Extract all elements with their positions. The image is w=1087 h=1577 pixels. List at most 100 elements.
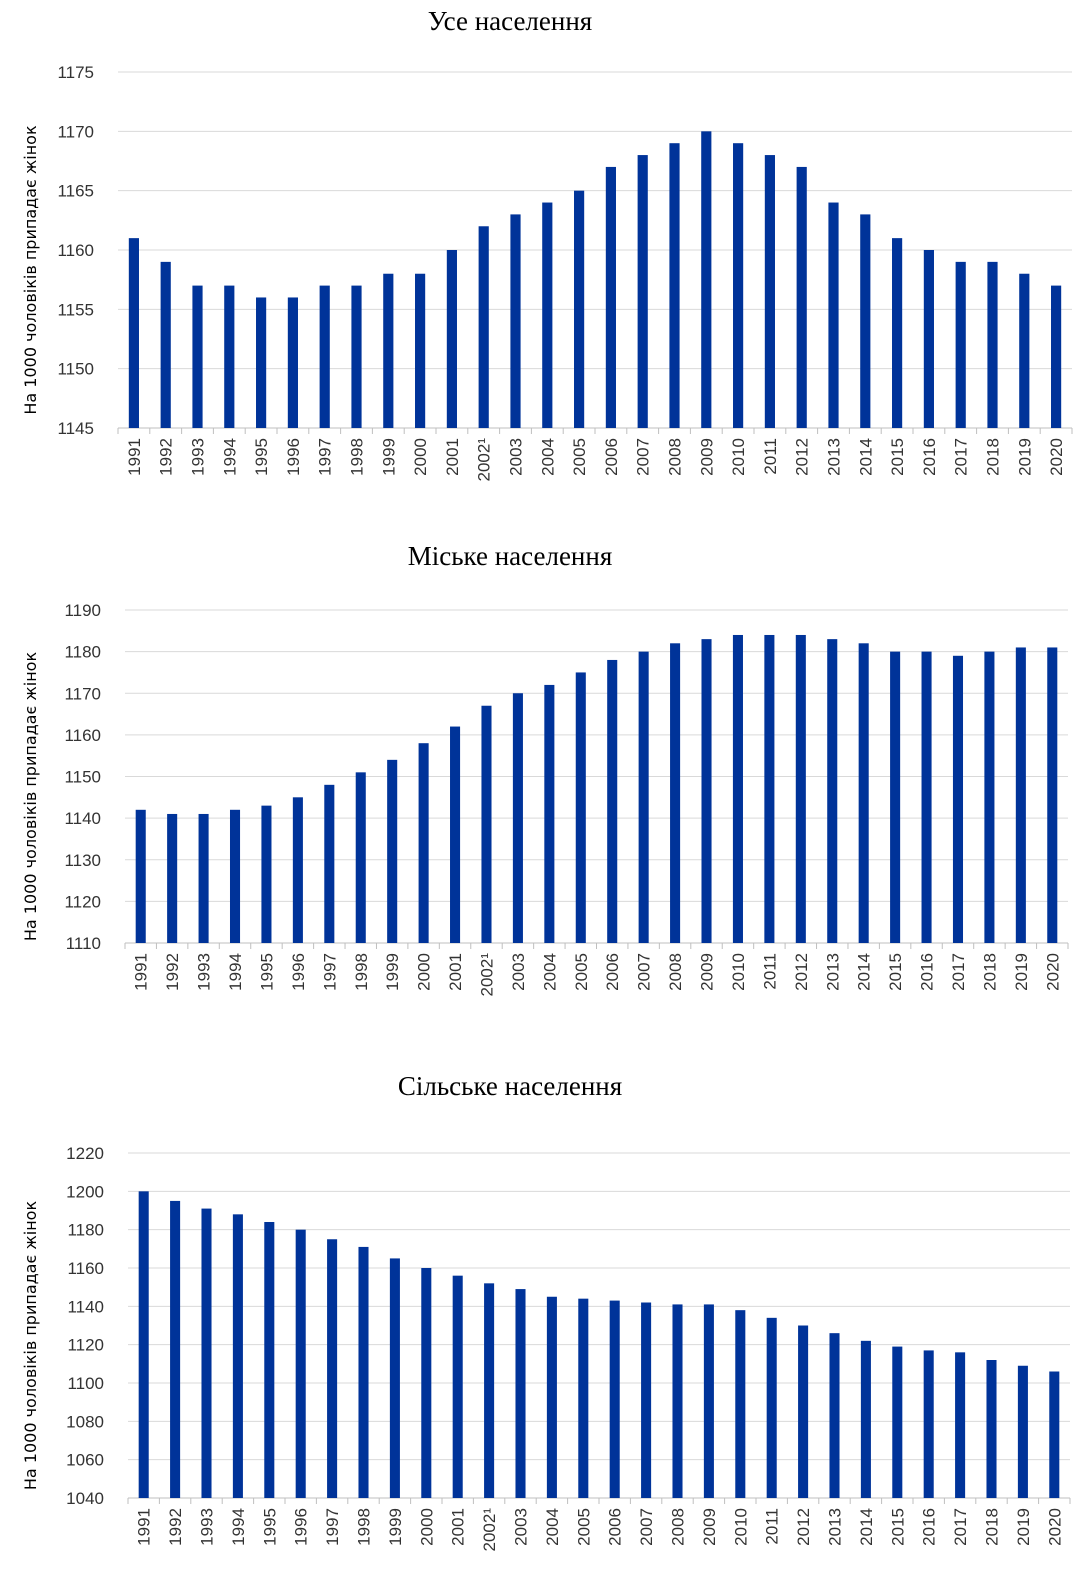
- bar: [544, 684, 555, 943]
- bar: [638, 651, 649, 943]
- bar: [766, 1317, 777, 1498]
- x-tick-label: 2001: [449, 1508, 468, 1546]
- bar: [160, 261, 171, 428]
- y-tick-label: 1220: [66, 1144, 104, 1163]
- x-tick-label: 1997: [320, 953, 339, 991]
- x-tick-label: 1999: [379, 438, 398, 476]
- x-tick-label: 2003: [509, 953, 528, 991]
- x-tick-label: 2013: [826, 1508, 845, 1546]
- bar: [383, 273, 394, 428]
- x-tick-label: 1995: [252, 438, 271, 476]
- bar: [138, 1191, 149, 1498]
- y-tick-label: 1150: [64, 768, 101, 787]
- bar: [703, 1304, 714, 1498]
- chart-title: Міське населення: [407, 541, 613, 571]
- x-tick-label: 1998: [352, 953, 371, 991]
- y-tick-label: 1200: [66, 1182, 104, 1201]
- x-tick-label: 2010: [729, 438, 748, 476]
- bar: [764, 155, 775, 429]
- bar: [355, 772, 366, 943]
- y-tick-label: 1180: [64, 643, 101, 662]
- bar: [607, 659, 618, 943]
- x-tick-label: 2006: [603, 953, 622, 991]
- bar: [732, 634, 743, 943]
- x-tick-label: 1991: [135, 1508, 154, 1546]
- x-tick-label: 2011: [760, 953, 779, 990]
- chart-title: Усе населення: [427, 6, 593, 36]
- x-tick-label: 2020: [1043, 953, 1062, 991]
- x-tick-label: 2018: [984, 438, 1003, 476]
- bar: [256, 297, 267, 428]
- bar: [1047, 647, 1058, 943]
- chart-total-population: Усе населення 1145 1150 1155 1160 1165 1170 11…: [0, 0, 1087, 510]
- x-tick-label: 2003: [512, 1508, 531, 1546]
- bar: [421, 1268, 432, 1498]
- bar: [358, 1246, 369, 1498]
- y-tick-label: 1080: [66, 1412, 104, 1431]
- x-tick-label: 2007: [635, 953, 654, 991]
- x-tick-label: 2018: [980, 953, 999, 991]
- x-tick-label: 1994: [226, 953, 245, 991]
- bar: [575, 672, 586, 943]
- x-tick-label: 1999: [383, 953, 402, 991]
- x-tick-label: 2020: [1045, 1508, 1064, 1546]
- chart-svg: 1040 1060 1080 1100 1120 1140 1160 1180 1200 1220…: [21, 1144, 1071, 1551]
- y-tick-label: 1040: [66, 1489, 104, 1508]
- bar: [542, 202, 553, 428]
- x-tick-label: 2010: [731, 1508, 750, 1546]
- bar: [605, 166, 616, 428]
- x-tick-label: 2016: [920, 438, 939, 476]
- x-tick-label: 1994: [229, 1508, 248, 1546]
- x-tick-label: 2001: [443, 438, 462, 476]
- bar: [287, 297, 298, 428]
- x-tick-label: 2010: [729, 953, 748, 991]
- x-tick-label: 2005: [570, 438, 589, 476]
- x-tick-label: 2019: [1012, 953, 1031, 991]
- x-tick-label: 2012: [793, 438, 812, 476]
- x-tick-label: 2007: [634, 438, 653, 476]
- x-tick-label: 2004: [538, 438, 557, 476]
- bar: [829, 1333, 840, 1498]
- x-tick-label: 2017: [949, 953, 968, 991]
- y-tick-label: 1190: [64, 601, 101, 620]
- y-tick-label: 1160: [57, 241, 94, 260]
- y-axis-label: На 1000 чоловіків припадає жінок: [21, 125, 40, 415]
- x-tick-label: 2006: [606, 1508, 625, 1546]
- x-tick-label: 1993: [198, 1508, 217, 1546]
- bar: [128, 238, 139, 428]
- bar: [292, 797, 303, 943]
- x-tick-label: 2014: [857, 1508, 876, 1546]
- x-tick-label: 1996: [284, 438, 303, 476]
- bar: [478, 226, 489, 428]
- bar: [1017, 1365, 1028, 1498]
- bar: [1049, 1371, 1060, 1498]
- x-tick-label: 2000: [417, 1508, 436, 1546]
- bar: [324, 784, 335, 943]
- x-tick-label: 2015: [888, 438, 907, 476]
- bar: [637, 155, 648, 429]
- bar: [351, 285, 362, 428]
- x-tick-label: 2001: [446, 953, 465, 991]
- bar: [484, 1283, 495, 1498]
- x-tick-label: 2000: [415, 953, 434, 991]
- x-tick-label: 1993: [189, 438, 208, 476]
- x-tick-label: 2003: [507, 438, 526, 476]
- x-tick-label: 2017: [952, 438, 971, 476]
- bar: [987, 261, 998, 428]
- x-tick-label: 1998: [348, 438, 367, 476]
- x-tick-label: 1992: [163, 953, 182, 991]
- chart-svg: 1110 1120 1130 1140 1150 1160 1170 1180 1190 1991…: [21, 601, 1069, 997]
- x-tick-label: 2002¹: [477, 953, 496, 997]
- y-tick-label: 1140: [64, 809, 101, 828]
- bar: [198, 813, 209, 943]
- x-tick-label: 2009: [700, 1508, 719, 1546]
- x-tick-label: 1991: [132, 953, 151, 991]
- bar: [327, 1239, 338, 1498]
- bar: [192, 285, 203, 428]
- x-tick-label: 1998: [355, 1508, 374, 1546]
- x-tick-label: 1994: [220, 438, 239, 476]
- x-tick-label: 2011: [763, 1508, 782, 1545]
- bar: [858, 643, 869, 943]
- x-tick-label: 1995: [260, 1508, 279, 1546]
- bar: [609, 1300, 620, 1498]
